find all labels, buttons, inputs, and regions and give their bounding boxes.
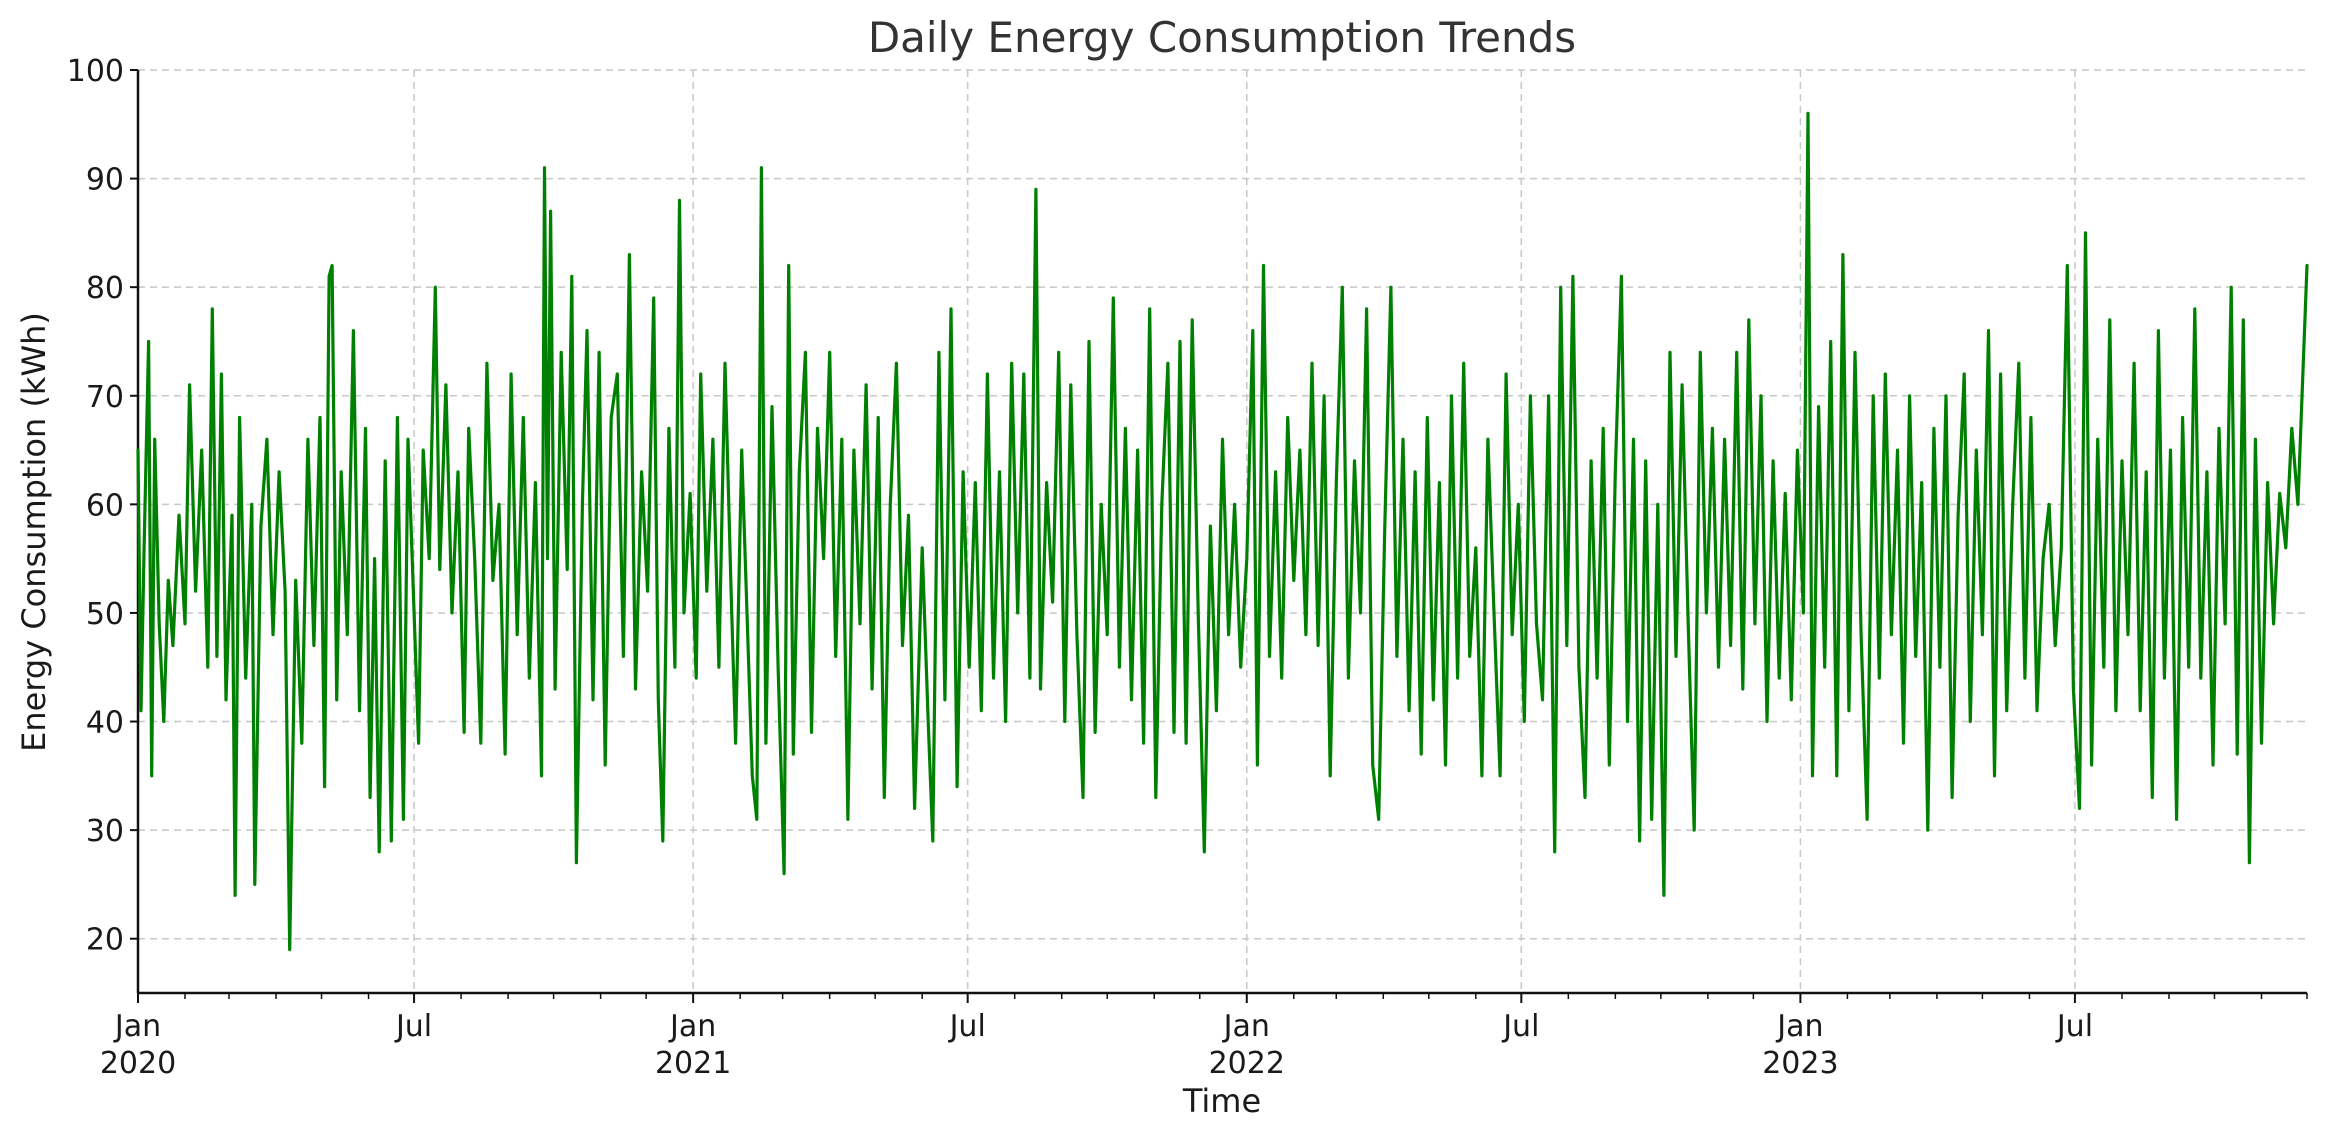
x-tick-label: Jan	[1775, 1009, 1823, 1044]
series-line-0	[136, 111, 2309, 952]
x-tick-label: Jul	[948, 1009, 986, 1044]
x-tick-label: Jan	[668, 1009, 716, 1044]
y-tick-label: 30	[86, 814, 124, 849]
x-axis-label: Time	[1182, 1082, 1261, 1120]
series-layer	[136, 111, 2309, 952]
y-tick-label: 70	[86, 380, 124, 415]
y-tick-label: 50	[86, 597, 124, 632]
y-tick-label: 60	[86, 488, 124, 523]
x-tick-year-label: 2023	[1762, 1046, 1838, 1081]
x-tick-year-label: 2022	[1209, 1046, 1285, 1081]
x-tick-label: Jul	[2055, 1009, 2093, 1044]
y-tick-label: 20	[86, 923, 124, 958]
chart-title: Daily Energy Consumption Trends	[868, 13, 1576, 62]
x-tick-year-label: 2020	[100, 1046, 176, 1081]
x-tick-label: Jan	[1222, 1009, 1270, 1044]
x-tick-label: Jul	[1501, 1009, 1539, 1044]
grid	[137, 69, 2307, 993]
x-tick-label: Jan	[113, 1009, 161, 1044]
x-tick-year-label: 2021	[655, 1046, 731, 1081]
y-tick-label: 90	[86, 163, 124, 198]
y-tick-label: 100	[67, 54, 124, 89]
y-tick-label: 40	[86, 706, 124, 741]
y-axis-label: Energy Consumption (kWh)	[15, 312, 53, 752]
y-tick-label: 80	[86, 271, 124, 306]
x-tick-label: Jul	[394, 1009, 432, 1044]
